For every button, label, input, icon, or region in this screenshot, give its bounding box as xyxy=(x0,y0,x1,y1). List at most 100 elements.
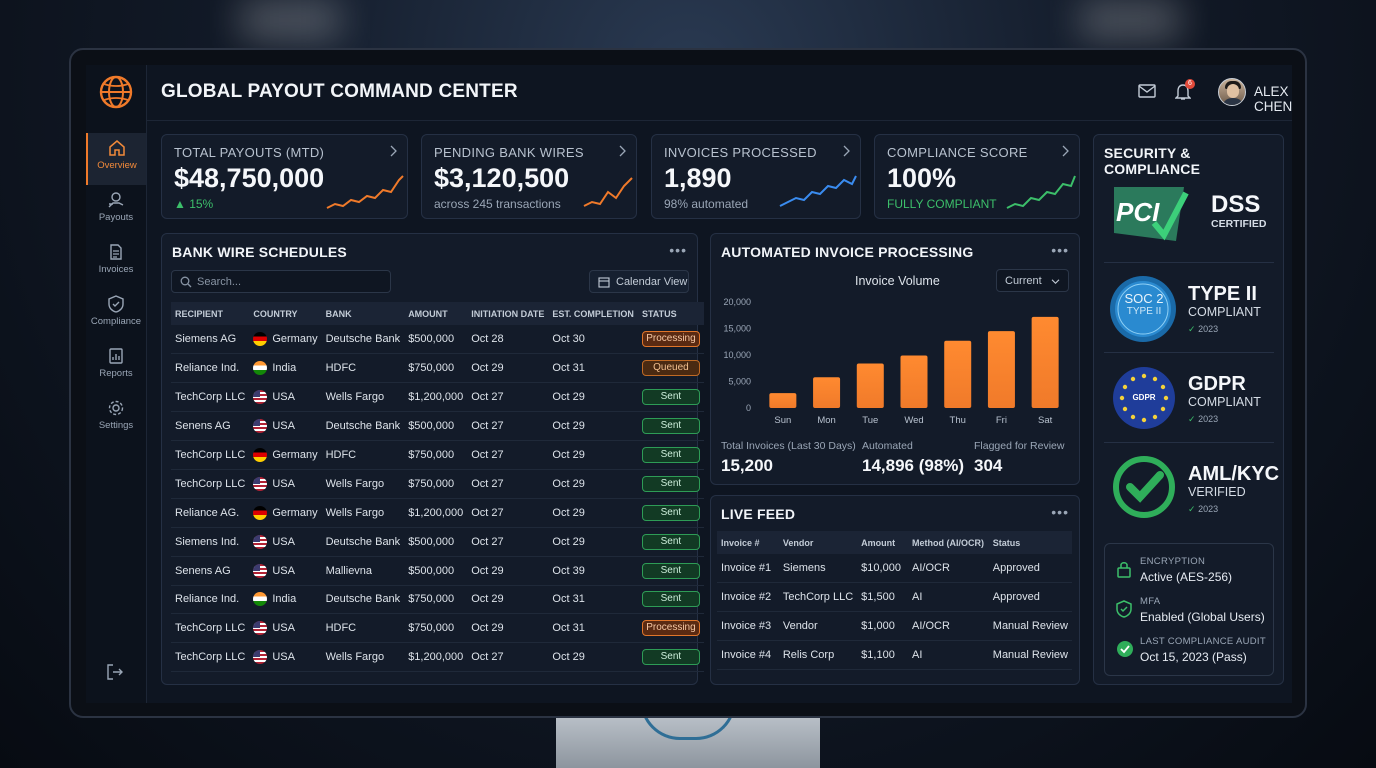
column-header[interactable]: Amount xyxy=(857,531,909,554)
bar-wed[interactable] xyxy=(900,355,928,408)
list-item[interactable]: Invoice #4 Relis Corp $1,100 AI Manual Revie… xyxy=(717,640,1072,671)
sidebar-item-settings[interactable]: Settings xyxy=(86,393,146,445)
table-row[interactable]: Siemens Ind. USA Deutsche Bank $500,000 Oct … xyxy=(171,527,704,557)
initiation-date-cell: Oct 27 xyxy=(467,382,549,413)
amount-cell: $750,000 xyxy=(404,440,468,470)
calendar-icon xyxy=(598,277,610,288)
column-header[interactable]: AMOUNT xyxy=(404,302,468,325)
column-header[interactable]: RECIPIENT xyxy=(171,302,250,325)
table-row[interactable]: Reliance Ind. India HDFC $750,000 Oct 29 Oct … xyxy=(171,353,704,384)
kpi-pending-wires[interactable]: PENDING BANK WIRES $3,120,500 across 245… xyxy=(421,134,637,219)
invoice-link[interactable]: Invoice #2 xyxy=(717,582,779,613)
table-row[interactable]: Siemens AG Germany Deutsche Bank $500,000 Oc… xyxy=(171,325,704,355)
column-header[interactable]: Vendor xyxy=(778,531,858,554)
invoice-link[interactable]: Invoice #3 xyxy=(717,611,779,642)
kpi-invoices-processed[interactable]: INVOICES PROCESSED 1,890 98% automated xyxy=(651,134,861,219)
method-cell: AI/OCR xyxy=(908,611,989,642)
table-row[interactable]: TechCorp LLC USA Wells Fargo $1,200,000 Oct … xyxy=(171,642,704,673)
mail-icon[interactable] xyxy=(1138,83,1156,99)
column-header[interactable]: Invoice # xyxy=(717,531,779,554)
more-options-icon[interactable]: ••• xyxy=(669,242,687,258)
flag-us-icon xyxy=(253,534,268,549)
status-badge: Queued xyxy=(641,360,700,377)
completion-date-cell: Oct 29 xyxy=(548,440,638,470)
table-row[interactable]: Reliance AG. Germany Wells Fargo $1,200,000… xyxy=(171,498,704,528)
kpi-total-payouts[interactable]: TOTAL PAYOUTS (MTD) $48,750,000 ▲ 15% xyxy=(161,134,408,219)
amount-cell: $1,200,000 xyxy=(404,498,468,528)
bar-sat[interactable] xyxy=(1031,316,1059,408)
header: GLOBAL PAYOUT COMMAND CENTER 6 ALEX CHEN xyxy=(147,65,1292,121)
bar-thu[interactable] xyxy=(944,340,972,408)
gdpr-sub: COMPLIANT xyxy=(1188,395,1261,409)
sidebar-item-payouts[interactable]: Payouts xyxy=(86,185,146,237)
bank-cell: Mallievna xyxy=(321,556,405,586)
sparkline xyxy=(779,175,857,207)
security-value: Enabled (Global Users) xyxy=(1140,610,1265,624)
calendar-view-button[interactable]: Calendar View xyxy=(589,270,689,293)
period-select[interactable]: Current xyxy=(996,269,1069,292)
avatar[interactable] xyxy=(1218,78,1246,106)
column-header[interactable]: Status xyxy=(988,531,1072,554)
country-label: Germany xyxy=(272,333,318,346)
recipient-cell: Siemens Ind. xyxy=(171,527,250,557)
sidebar-item-overview[interactable]: Overview xyxy=(86,133,146,185)
country-cell: India xyxy=(249,585,322,615)
logout-icon[interactable] xyxy=(106,663,124,681)
completion-date-cell: Oct 31 xyxy=(548,613,638,644)
pci-dss-label: DSS xyxy=(1211,191,1261,218)
security-status-box: ENCRYPTION Active (AES-256) MFA Enabled … xyxy=(1104,543,1274,676)
table-row[interactable]: Reliance Ind. India Deutsche Bank $750,000 O… xyxy=(171,585,704,615)
list-item[interactable]: Invoice #2 TechCorp LLC $1,500 AI Approved xyxy=(717,582,1072,613)
bank-cell: Deutsche Bank xyxy=(321,325,405,355)
table-row[interactable]: TechCorp LLC USA Wells Fargo $1,200,000 Oct … xyxy=(171,382,704,413)
completion-date-cell: Oct 31 xyxy=(548,585,638,615)
sidebar-item-invoices[interactable]: Invoices xyxy=(86,237,146,289)
sidebar-item-compliance[interactable]: Compliance xyxy=(86,289,146,341)
bar-mon[interactable] xyxy=(813,377,841,408)
user-name[interactable]: ALEX CHEN xyxy=(1254,84,1292,114)
table-row[interactable]: Senens AG USA Deutsche Bank $500,000 Oct 27 O… xyxy=(171,411,704,442)
amount-cell: $500,000 xyxy=(404,411,468,442)
recipient-cell: Reliance Ind. xyxy=(171,585,250,615)
search-input[interactable]: Search... xyxy=(171,270,391,293)
column-header[interactable]: BANK xyxy=(321,302,405,325)
sidebar-item-reports[interactable]: Reports xyxy=(86,341,146,393)
table-row[interactable]: TechCorp LLC USA HDFC $750,000 Oct 29 Oct 31 P… xyxy=(171,613,704,644)
soc2-badge: SOC 2 TYPE II TYPE II COMPLIANT ✓ 2023 xyxy=(1104,263,1274,353)
kpi-compliance-score[interactable]: COMPLIANCE SCORE 100% FULLY COMPLIANT xyxy=(874,134,1080,219)
column-header[interactable]: INITIATION DATE xyxy=(467,302,549,325)
column-header[interactable]: COUNTRY xyxy=(249,302,322,325)
more-options-icon[interactable]: ••• xyxy=(1051,504,1069,520)
stat-label: Automated xyxy=(862,440,913,452)
chevron-right-icon xyxy=(843,145,850,157)
sidebar-item-label: Settings xyxy=(98,420,134,431)
home-icon xyxy=(109,140,125,156)
soc2-title: TYPE II xyxy=(1188,283,1257,305)
soc2-year: 2023 xyxy=(1198,324,1219,334)
period-select-value: Current xyxy=(1005,275,1042,287)
country-label: Germany xyxy=(272,506,318,519)
soc2-seal-icon xyxy=(1110,276,1176,342)
flag-us-icon xyxy=(253,390,268,405)
invoice-link[interactable]: Invoice #1 xyxy=(717,554,779,584)
table-row[interactable]: Senens AG USA Mallievna $500,000 Oct 29 Oct 3… xyxy=(171,556,704,586)
kpi-value: 1,890 xyxy=(664,163,732,193)
more-options-icon[interactable]: ••• xyxy=(1051,242,1069,258)
flag-in-icon xyxy=(253,361,268,376)
column-header[interactable]: Method (AI/OCR) xyxy=(908,531,989,554)
bar-sun[interactable] xyxy=(769,393,797,408)
status-badge: Processing xyxy=(641,331,700,348)
column-header[interactable]: EST. COMPLETION xyxy=(548,302,638,325)
table-row[interactable]: TechCorp LLC Germany HDFC $750,000 Oct 27 Oct… xyxy=(171,440,704,470)
invoice-link[interactable]: Invoice #4 xyxy=(717,640,779,671)
status-badge: Processing xyxy=(641,620,700,637)
list-item[interactable]: Invoice #1 Siemens $10,000 AI/OCR Approved xyxy=(717,554,1072,584)
table-row[interactable]: TechCorp LLC USA Wells Fargo $750,000 Oct 27… xyxy=(171,469,704,499)
amount-cell: $1,500 xyxy=(857,582,909,613)
bar-fri[interactable] xyxy=(987,331,1015,408)
bar-tue[interactable] xyxy=(856,363,884,408)
list-item[interactable]: Invoice #3 Vendor $1,000 AI/OCR Manual Revie… xyxy=(717,611,1072,642)
search-placeholder: Search... xyxy=(197,276,242,288)
column-header[interactable]: STATUS xyxy=(637,302,704,325)
bell-icon[interactable] xyxy=(1175,83,1191,101)
